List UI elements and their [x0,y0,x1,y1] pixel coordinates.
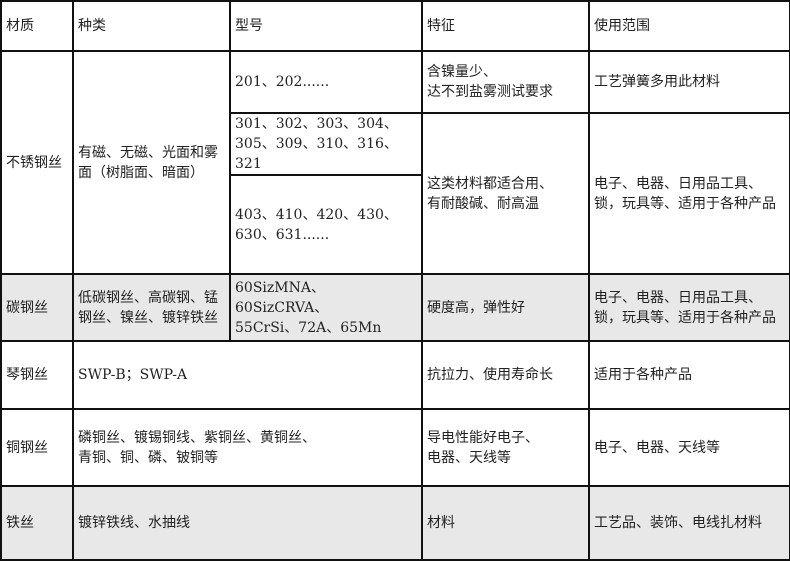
table-row: 铜钢丝 磷铜丝、镀锡铜线、紫铜丝、黄铜丝、 青铜、铜、磷、铍铜等 导电性能好电子… [0,408,790,487]
header-kind: 种类 [72,0,231,52]
header-material: 材质 [0,0,74,52]
table-row: 铁丝 镀锌铁线、水抽线 材料 工艺品、装饰、电线扎材料 [0,485,790,561]
kind-cell: SWP-B；SWP-A [72,340,423,410]
header-feature: 特征 [421,0,590,52]
usage-cell: 电子、电器、天线等 [588,408,790,487]
kind-cell: 低碳钢丝、高碳钢、锰钢丝、镍丝、镀锌铁丝 [72,273,231,342]
table-row: 不锈钢丝 有磁、无磁、光面和雾面（树脂面、暗面） 201、202...... 含… [0,50,790,275]
table-row: 琴钢丝 SWP-B；SWP-A 抗拉力、使用寿命长 适用于各种产品 [0,340,790,410]
kind-cell: 有磁、无磁、光面和雾面（树脂面、暗面） [72,50,231,275]
header-row: 材质 种类 型号 特征 使用范围 [0,0,790,52]
table-row: 403、410、420、430、 630、631...... [1,174,790,275]
feature-cell: 材料 [421,485,590,561]
feature-cell: 含镍量少、 达不到盐雾测试要求 [421,50,590,114]
header-usage: 使用范围 [588,0,790,52]
material-cell: 琴钢丝 [0,340,74,410]
material-cell: 不锈钢丝 [0,50,74,275]
feature-cell: 硬度高，弹性好 [421,273,590,342]
material-cell: 碳钢丝 [0,273,74,342]
material-cell: 铁丝 [0,485,74,561]
usage-cell: 工艺弹簧多用此材料 [588,50,790,114]
kind-cell: 镀锌铁线、水抽线 [72,485,423,561]
table-row: 碳钢丝 低碳钢丝、高碳钢、锰钢丝、镍丝、镀锌铁丝 60SizMNA、60SizC… [0,273,790,342]
model-cell: 403、410、420、430、 630、631...... [229,174,423,275]
header-model: 型号 [229,0,423,52]
usage-cell: 电子、电器、日用品工具、锁，玩具等、适用于各种产品 [588,273,790,342]
model-cell: 301、302、303、304、 305、309、310、316、321 [229,112,423,176]
feature-cell: 抗拉力、使用寿命长 [421,340,590,410]
usage-cell: 适用于各种产品 [588,340,790,410]
material-cell: 铜钢丝 [0,408,74,487]
feature-cell: 导电性能好电子、 电器、天线等 [421,408,590,487]
model-cell: 201、202...... [229,50,423,114]
usage-cell: 工艺品、装饰、电线扎材料 [588,485,790,561]
model-cell: 60SizMNA、60SizCRVA、 55CrSi、72A、65Mn [229,273,423,342]
usage-cell: 电子、电器、日用品工具、锁，玩具等、适用于各种产品 [588,112,790,275]
table-row: 301、302、303、304、 305、309、310、316、321 这类材… [1,112,790,275]
feature-cell: 这类材料都适合用、 有耐酸碱、耐高温 [421,112,590,275]
kind-cell: 磷铜丝、镀锡铜线、紫铜丝、黄铜丝、 青铜、铜、磷、铍铜等 [72,408,423,487]
